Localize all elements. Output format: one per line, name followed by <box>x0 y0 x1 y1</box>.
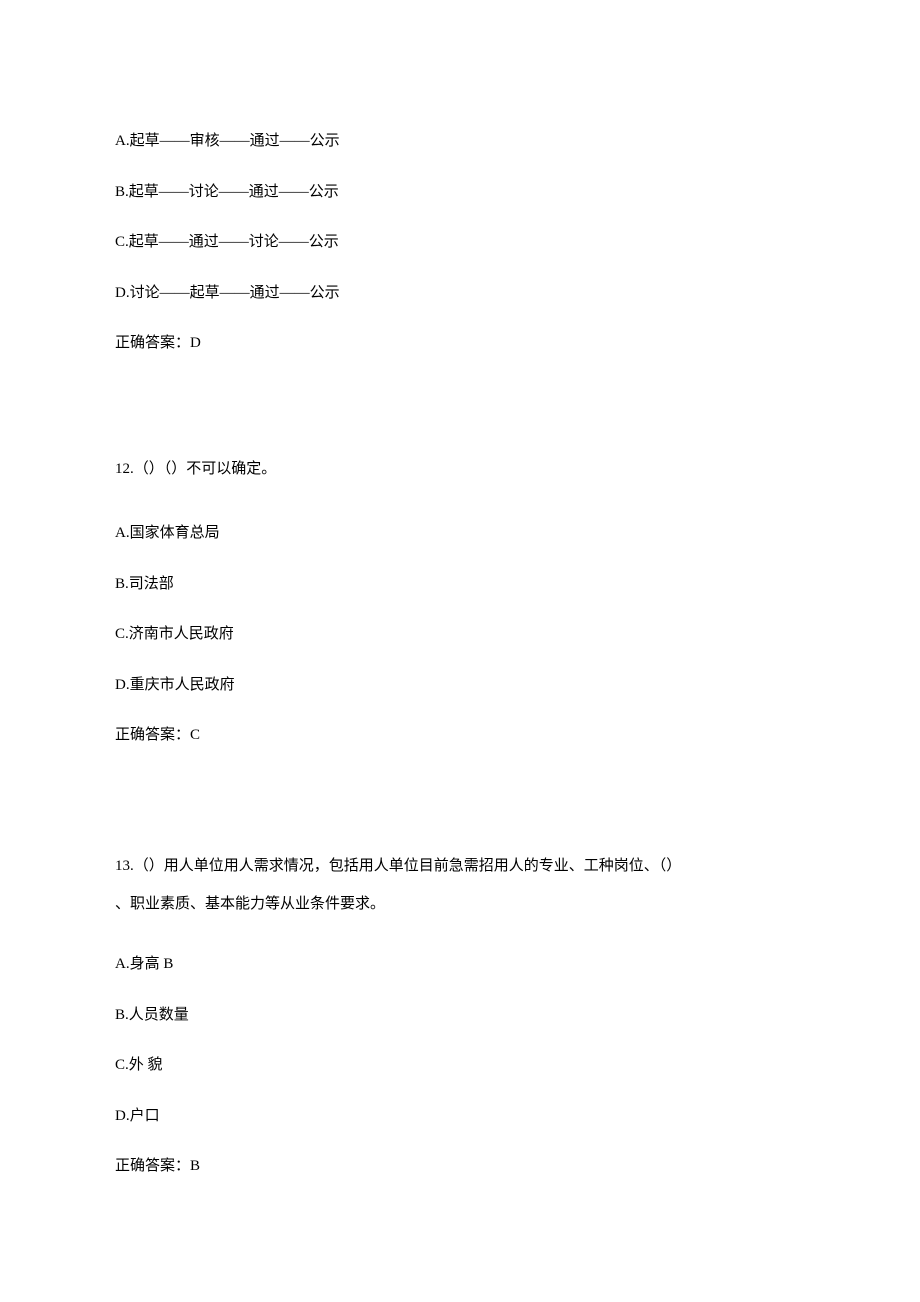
gap-11-12 <box>115 383 805 458</box>
q13-option-d: D.户口 <box>115 1105 805 1128</box>
q11-option-b: B.起草——讨论——通过——公示 <box>115 181 805 204</box>
q11-option-c: C.起草——通过——讨论——公示 <box>115 231 805 254</box>
q13-option-c: C.外 貌 <box>115 1054 805 1077</box>
q13-option-a: A.身高 B <box>115 953 805 976</box>
q12-answer: 正确答案：C <box>115 724 805 747</box>
q12-option-c: C.济南市人民政府 <box>115 623 805 646</box>
q12-option-a: A.国家体育总局 <box>115 522 805 545</box>
q13-option-b: B.人员数量 <box>115 1004 805 1027</box>
q12-option-b: B.司法部 <box>115 573 805 596</box>
q13-stem-line1: 13.（）用人单位用人需求情况，包括用人单位目前急需招用人的专业、工种岗位、（） <box>115 850 805 883</box>
q12-stem: 12.（）（）不可以确定。 <box>115 458 805 481</box>
q13-stem-line2: 、职业素质、基本能力等从业条件要求。 <box>115 893 805 916</box>
q11-answer: 正确答案：D <box>115 332 805 355</box>
q13-answer: 正确答案：B <box>115 1155 805 1178</box>
q11-option-a: A.起草——审核——通过——公示 <box>115 130 805 153</box>
q12-option-d: D.重庆市人民政府 <box>115 674 805 697</box>
q11-option-d: D.讨论——起草——通过——公示 <box>115 282 805 305</box>
gap-12-13 <box>115 775 805 850</box>
